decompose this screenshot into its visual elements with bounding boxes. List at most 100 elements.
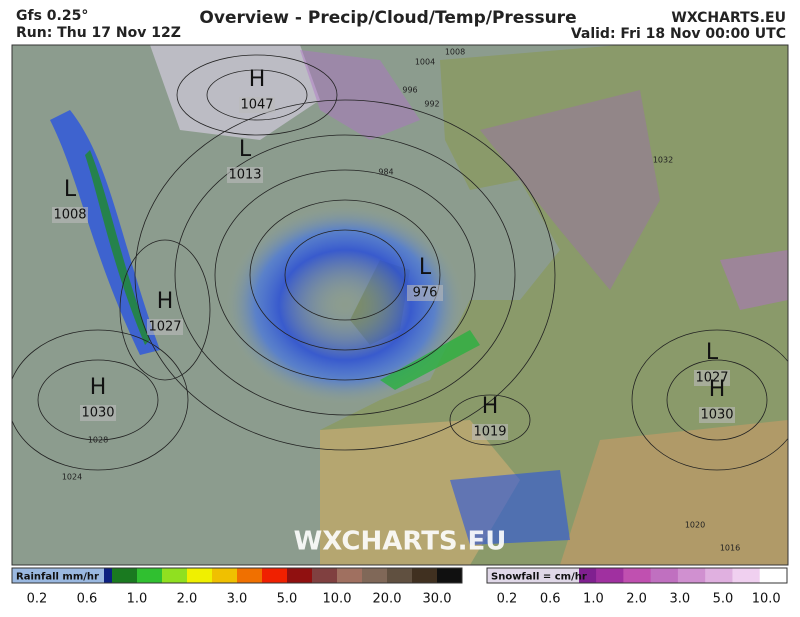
isobars [12, 54, 788, 471]
pressure-symbol: H [482, 394, 499, 419]
valid-label: Valid: Fri 18 Nov 00:00 UTC [571, 26, 786, 42]
isobar-label: 1016 [720, 544, 740, 553]
isobar-label: 1028 [88, 436, 108, 445]
pressure-symbol: H [249, 67, 266, 92]
pressure-value-bg [147, 319, 183, 335]
pressure-value: 1027 [148, 320, 181, 335]
legend-swatch [677, 568, 706, 583]
title: Overview - Precip/Cloud/Temp/Pressure [199, 8, 576, 28]
pressure-value-bg [227, 167, 263, 183]
pressure-symbol: L [64, 177, 77, 202]
legend-tick-label: 5.0 [277, 592, 298, 607]
legend-tick-label: 1.0 [127, 592, 148, 607]
legend-swatch [732, 568, 761, 583]
legend-tick-label: 0.2 [497, 592, 518, 607]
legend-swatch [337, 568, 363, 583]
precip-front [380, 330, 480, 390]
pressure-symbol: H [157, 289, 174, 314]
isobar-label: 1020 [685, 521, 705, 530]
legend-swatch [623, 568, 652, 583]
isobar-label: 1008 [445, 48, 465, 57]
pressure-value-bg [52, 207, 88, 223]
legend-title-bg [487, 568, 579, 583]
legend-tick-label: 2.0 [626, 592, 647, 607]
pressure-value-bg [472, 424, 508, 440]
legend-tick-label: 30.0 [423, 592, 452, 607]
isobar-label: 996 [402, 86, 417, 95]
isobar-label: 984 [378, 168, 393, 177]
pressure-value: 1013 [228, 168, 261, 183]
legend-swatch [187, 568, 213, 583]
pressure-symbol: H [90, 375, 107, 400]
pressure-symbol: L [419, 255, 432, 280]
snow-area [720, 250, 788, 310]
pressure-value-bg [407, 285, 443, 301]
legend-title: Rainfall mm/hr [16, 572, 99, 583]
snow-area [300, 50, 420, 140]
pressure-value: 1047 [240, 98, 273, 113]
pressure-symbol: H [709, 377, 726, 402]
pressure-value-bg [239, 97, 275, 113]
legend-swatch [287, 568, 313, 583]
pressure-value: 1030 [81, 406, 114, 421]
pressure-value-bg [699, 407, 735, 423]
site-label: WXCHARTS.EU [671, 10, 786, 26]
legend-swatch [112, 568, 138, 583]
pressure-value-bg [80, 405, 116, 421]
legend-swatch [650, 568, 679, 583]
run-label: Run: Thu 17 Nov 12Z [16, 25, 181, 41]
pressure-value: 976 [413, 286, 438, 301]
legend-tick-label: 10.0 [752, 592, 781, 607]
legend-swatch [262, 568, 288, 583]
pressure-value-bg [694, 370, 730, 386]
land-southeast [560, 420, 788, 565]
legend-swatch [412, 568, 438, 583]
precip-core [85, 150, 150, 345]
legend-tick-label: 5.0 [713, 592, 734, 607]
isobar-label: 1004 [415, 58, 435, 67]
legend-swatch [237, 568, 263, 583]
legend-frame [486, 567, 788, 584]
precip-med [450, 470, 570, 545]
legend-tick-label: 0.6 [77, 592, 98, 607]
isobar-label: 992 [424, 100, 439, 109]
legend-tick-label: 1.0 [583, 592, 604, 607]
legend-tick-label: 3.0 [227, 592, 248, 607]
legend-swatch [387, 568, 413, 583]
legend-swatch [437, 568, 463, 583]
legend-tick-label: 0.6 [540, 592, 561, 607]
pressure-value: 1008 [53, 208, 86, 223]
model-label: Gfs 0.25° [16, 8, 88, 24]
legend-swatch [596, 568, 624, 583]
legend-frame [11, 567, 463, 584]
legend-swatch [759, 568, 788, 583]
pressure-symbol: L [239, 137, 252, 162]
legend-tick-label: 2.0 [177, 592, 198, 607]
isobar-label: 1024 [62, 473, 82, 482]
precip-swirl [225, 205, 465, 405]
legend-swatch [312, 568, 338, 583]
pressure-value: 1019 [473, 425, 506, 440]
watermark: WXCHARTS.EU [294, 527, 507, 557]
legend-swatch [162, 568, 188, 583]
legend-tick-label: 0.2 [27, 592, 48, 607]
legend-swatch [212, 568, 238, 583]
map-frame [11, 44, 789, 566]
legend-tick-label: 10.0 [323, 592, 352, 607]
legend-swatch [137, 568, 163, 583]
isobar-label: 1032 [653, 156, 673, 165]
legend-tick-label: 3.0 [669, 592, 690, 607]
snow-area [480, 90, 660, 290]
legend-title: Snowfall = cm/hr [491, 572, 587, 583]
greenland [150, 45, 320, 140]
pressure-value: 1030 [700, 408, 733, 423]
legend-swatch [362, 568, 388, 583]
pressure-value: 1027 [695, 371, 728, 386]
legend-swatch [705, 568, 733, 583]
legend-tick-label: 20.0 [373, 592, 402, 607]
pressure-symbol: L [706, 340, 719, 365]
legend-title-bg [12, 568, 104, 583]
